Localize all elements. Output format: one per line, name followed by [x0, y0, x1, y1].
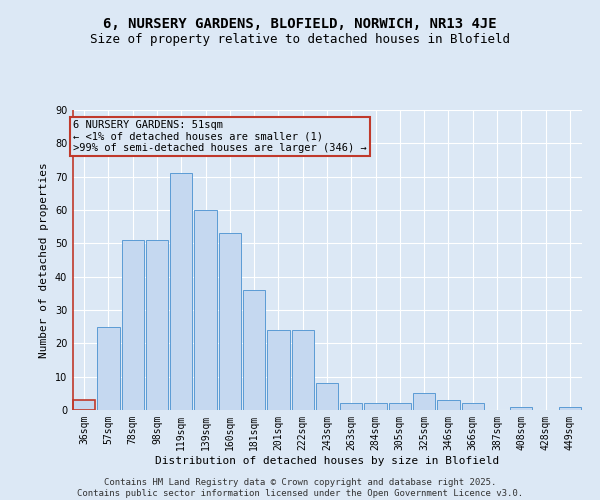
X-axis label: Distribution of detached houses by size in Blofield: Distribution of detached houses by size …: [155, 456, 499, 466]
Bar: [364, 404, 387, 410]
Bar: [170, 174, 193, 410]
Bar: [413, 394, 436, 410]
Bar: [461, 404, 484, 410]
Bar: [389, 404, 411, 410]
Text: Contains HM Land Registry data © Crown copyright and database right 2025.
Contai: Contains HM Land Registry data © Crown c…: [77, 478, 523, 498]
Bar: [559, 406, 581, 410]
Text: 6 NURSERY GARDENS: 51sqm
← <1% of detached houses are smaller (1)
>99% of semi-d: 6 NURSERY GARDENS: 51sqm ← <1% of detach…: [73, 120, 367, 153]
Bar: [292, 330, 314, 410]
Bar: [73, 400, 95, 410]
Y-axis label: Number of detached properties: Number of detached properties: [39, 162, 49, 358]
Bar: [510, 406, 532, 410]
Bar: [194, 210, 217, 410]
Bar: [437, 400, 460, 410]
Text: Size of property relative to detached houses in Blofield: Size of property relative to detached ho…: [90, 32, 510, 46]
Bar: [146, 240, 168, 410]
Bar: [316, 384, 338, 410]
Bar: [267, 330, 290, 410]
Bar: [97, 326, 119, 410]
Bar: [243, 290, 265, 410]
Bar: [218, 234, 241, 410]
Bar: [122, 240, 144, 410]
Text: 6, NURSERY GARDENS, BLOFIELD, NORWICH, NR13 4JE: 6, NURSERY GARDENS, BLOFIELD, NORWICH, N…: [103, 18, 497, 32]
Bar: [340, 404, 362, 410]
